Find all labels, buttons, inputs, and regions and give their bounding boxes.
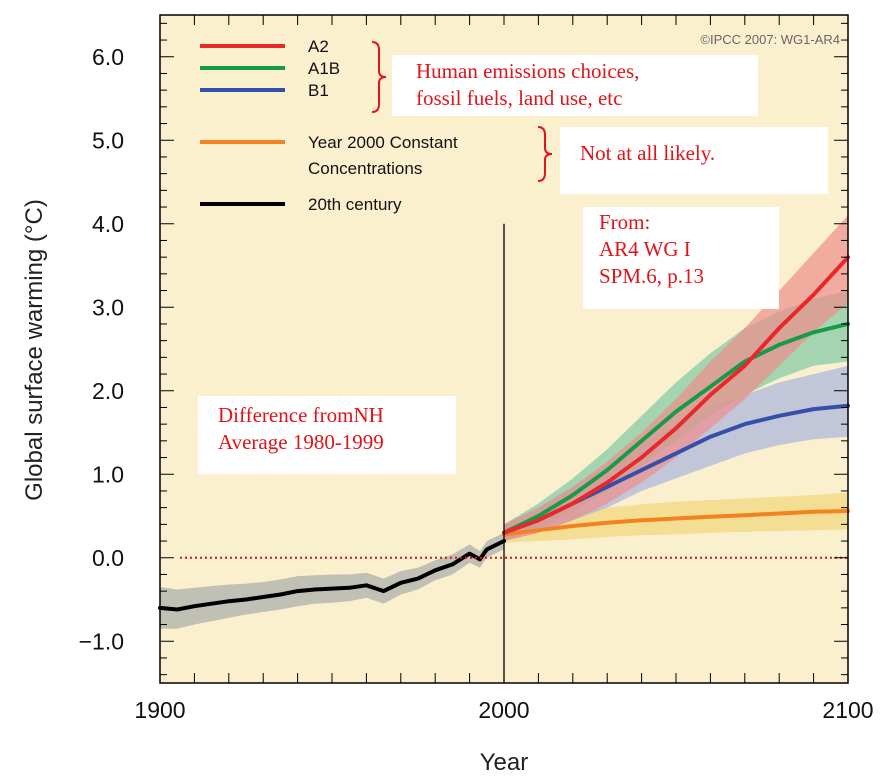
- band-20th-century: [160, 532, 504, 629]
- y-tick-label: 0.0: [92, 545, 124, 571]
- line-20th-century: [158, 539, 506, 612]
- credit-label: ©IPCC 2007: WG1-AR4: [700, 32, 840, 47]
- line-a1b: [502, 321, 850, 535]
- difference-annotation: Difference fromNH Average 1980-1999: [198, 396, 456, 474]
- x-tick-label: 1900: [134, 697, 185, 723]
- line-year-2000-constant-concentrations: [502, 509, 850, 537]
- not-likely-annotation: Not at all likely.: [560, 127, 828, 194]
- legend-label: Concentrations: [308, 159, 422, 178]
- band-a2: [504, 215, 848, 541]
- y-tick-label: 3.0: [92, 294, 124, 320]
- y-tick-label: 2.0: [92, 378, 124, 404]
- source-annotation: From: AR4 WG I SPM.6, p.13: [583, 207, 779, 309]
- legend-label: Year 2000 Constant: [308, 133, 458, 152]
- legend-label: 20th century: [308, 195, 402, 214]
- x-tick-label: 2000: [478, 697, 529, 723]
- line-a2: [502, 255, 850, 535]
- brace: [371, 41, 387, 113]
- legend-label: B1: [308, 81, 329, 100]
- legend-label: A2: [308, 37, 329, 56]
- x-tick-label: 2100: [822, 697, 873, 723]
- emissions-annotation: Human emissions choices, fossil fuels, l…: [392, 55, 758, 116]
- x-axis-label: Year: [480, 749, 529, 776]
- y-tick-label: −1.0: [79, 628, 124, 654]
- brace: [537, 126, 553, 182]
- annotation-braces: [371, 41, 553, 182]
- y-tick-label: 6.0: [92, 44, 124, 70]
- y-tick-label: 4.0: [92, 211, 124, 237]
- legend-label: A1B: [308, 59, 340, 78]
- y-tick-label: 1.0: [92, 461, 124, 487]
- y-tick-label: 5.0: [92, 127, 124, 153]
- y-axis-label: Global surface warming (°C): [21, 199, 48, 501]
